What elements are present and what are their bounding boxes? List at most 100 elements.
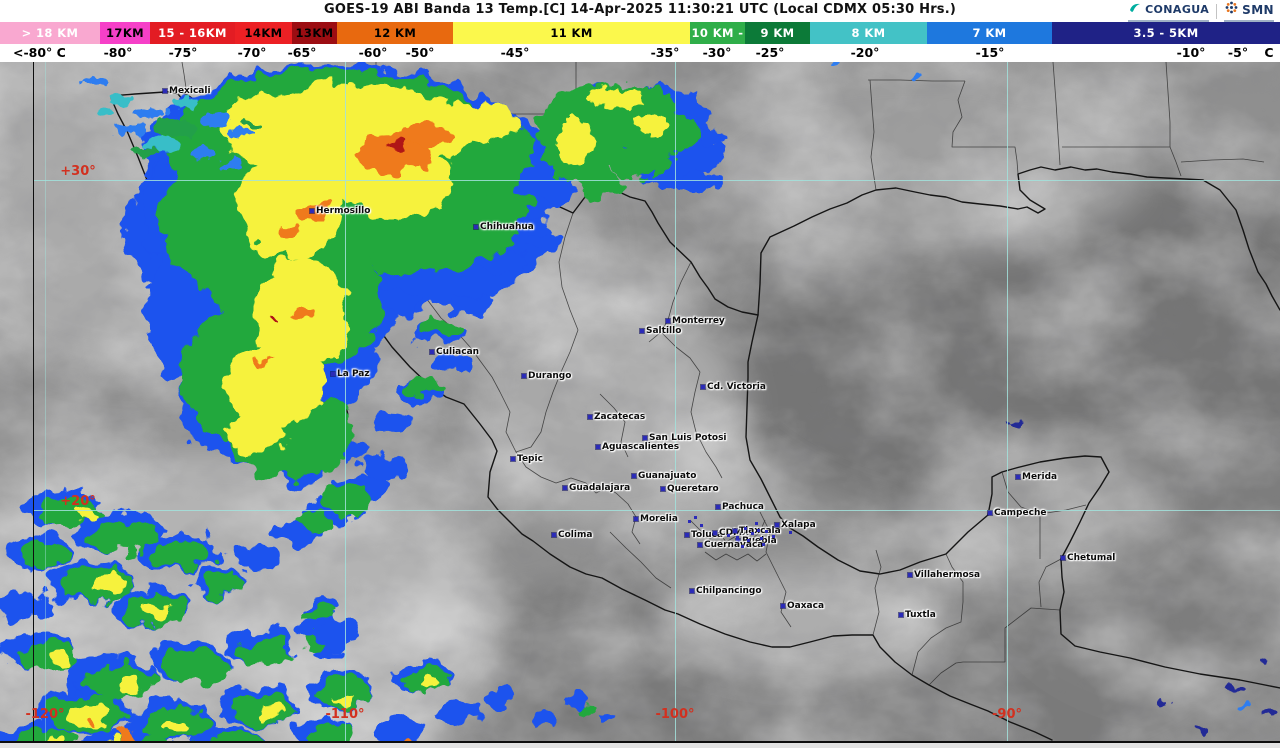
- city-label: Campeche: [994, 508, 1047, 518]
- conagua-logo: CONAGUA: [1128, 0, 1210, 22]
- city-dot-icon: [712, 530, 718, 536]
- city-label: Tepic: [517, 454, 543, 464]
- urban-dot: [736, 536, 739, 539]
- city-label: Morelia: [640, 514, 678, 524]
- city-label: Tuxtla: [905, 610, 936, 620]
- gridline-longitude: [45, 62, 46, 741]
- city-dot-icon: [898, 612, 904, 618]
- city-marker: Zacatecas: [587, 412, 646, 422]
- scale-segment-4: 13KM: [292, 22, 337, 44]
- temperature-tick: -5°: [1227, 45, 1249, 60]
- smn-icon: [1224, 0, 1239, 19]
- city-dot-icon: [1060, 555, 1066, 561]
- scale-segment-0: > 18 KM: [0, 22, 100, 44]
- logo-separator: [1216, 3, 1218, 19]
- city-label: Colima: [558, 530, 593, 540]
- scale-segment-3: 14KM: [235, 22, 292, 44]
- gridline-longitude: [675, 62, 676, 741]
- city-dot-icon: [595, 444, 601, 450]
- temperature-tick: C: [1264, 45, 1274, 60]
- longitude-label: -110°: [325, 707, 365, 722]
- altitude-scale-bar: > 18 KM 17KM 15 - 16KM 14KM 13KM 12 KM 11 KM 10…: [0, 22, 1280, 44]
- city-marker: Xalapa: [774, 520, 816, 530]
- city-marker: Chetumal: [1060, 553, 1116, 563]
- city-marker: Toluca: [684, 530, 724, 540]
- smn-subtext-bar: [1224, 20, 1274, 22]
- city-marker: Colima: [551, 530, 593, 540]
- city-marker: CDMX: [712, 528, 749, 538]
- city-label: Chetumal: [1067, 553, 1116, 563]
- city-marker: Tepic: [510, 454, 543, 464]
- city-dot-icon: [987, 510, 993, 516]
- city-marker: Guanajuato: [631, 471, 697, 481]
- city-label: Saltillo: [646, 326, 682, 336]
- city-label: Merida: [1022, 472, 1058, 482]
- city-dot-icon: [700, 384, 706, 390]
- city-marker: Merida: [1015, 472, 1058, 482]
- city-label: Guanajuato: [638, 471, 697, 481]
- conagua-label: CONAGUA: [1145, 3, 1210, 16]
- scale-segment-2: 15 - 16KM: [150, 22, 235, 44]
- city-marker: Tuxtla: [898, 610, 936, 620]
- temperature-tick: -35°: [650, 45, 680, 60]
- urban-dot: [772, 535, 775, 538]
- city-marker: Pachuca: [715, 502, 764, 512]
- temperature-tick: -65°: [287, 45, 317, 60]
- city-dot-icon: [665, 318, 671, 324]
- scale-segment-11: 3.5 - 5KM: [1052, 22, 1280, 44]
- city-label: Cd. Victoria: [707, 382, 766, 392]
- city-dot-icon: [642, 435, 648, 441]
- urban-dot: [757, 529, 760, 532]
- city-marker: Durango: [521, 371, 571, 381]
- gridline-longitude: [345, 62, 346, 741]
- temperature-tick: -15°: [975, 45, 1005, 60]
- scale-segment-9: 8 KM: [810, 22, 927, 44]
- city-marker: Saltillo: [639, 326, 682, 336]
- scale-segment-7: 10 KM -: [690, 22, 745, 44]
- gridline-latitude: [33, 510, 1280, 511]
- city-label: Cuernavaca: [704, 540, 764, 550]
- city-marker: Chihuahua: [473, 222, 534, 232]
- city-marker: Chilpancingo: [689, 586, 762, 596]
- map-overlay: -120° -110° -100° -90° +30° +20° Mexicali Hermo…: [0, 62, 1280, 748]
- conagua-subtext-bar: [1128, 20, 1210, 22]
- urban-dot: [755, 522, 758, 525]
- city-dot-icon: [684, 532, 690, 538]
- temperature-tick: -20°: [850, 45, 880, 60]
- city-marker: Culiacan: [429, 347, 479, 357]
- city-label: Zacatecas: [594, 412, 646, 422]
- title-bar: GOES-19 ABI Banda 13 Temp.[C] 14-Apr-202…: [0, 0, 1280, 22]
- city-marker: Cuernavaca: [697, 540, 764, 550]
- latitude-label: +20°: [60, 494, 96, 509]
- storm-overlay-northwest: [127, 66, 580, 487]
- satellite-map: -120° -110° -100° -90° +30° +20° Mexicali Hermo…: [0, 62, 1280, 748]
- temperature-tick: -70°: [237, 45, 267, 60]
- city-dot-icon: [429, 349, 435, 355]
- city-label: La Paz: [337, 369, 370, 379]
- city-dot-icon: [1015, 474, 1021, 480]
- city-marker: Campeche: [987, 508, 1047, 518]
- city-dot-icon: [631, 473, 637, 479]
- temperature-tick: -50°: [405, 45, 435, 60]
- city-label: Puebla: [742, 536, 777, 546]
- city-dot-icon: [715, 504, 721, 510]
- city-dot-icon: [521, 373, 527, 379]
- city-marker: Cd. Victoria: [700, 382, 766, 392]
- city-marker: Hermosillo: [309, 206, 370, 216]
- city-label: Toluca: [691, 530, 724, 540]
- urban-dot: [765, 530, 768, 533]
- conagua-swoosh-icon: [1128, 0, 1142, 19]
- city-label: Monterrey: [672, 316, 725, 326]
- city-marker: Queretaro: [660, 484, 719, 494]
- urban-dot: [747, 539, 750, 542]
- smn-label: SMN: [1242, 2, 1274, 17]
- city-dot-icon: [330, 371, 336, 377]
- city-dot-icon: [633, 516, 639, 522]
- city-dot-icon: [551, 532, 557, 538]
- city-dot-icon: [689, 588, 695, 594]
- scale-segment-8: 9 KM: [745, 22, 810, 44]
- agency-logos: CONAGUA SMN: [1122, 0, 1274, 22]
- city-dot-icon: [639, 328, 645, 334]
- temperature-tick-row: <-80° C -80° -75° -70° -65° -60° -50° -45° -35° -…: [0, 44, 1280, 62]
